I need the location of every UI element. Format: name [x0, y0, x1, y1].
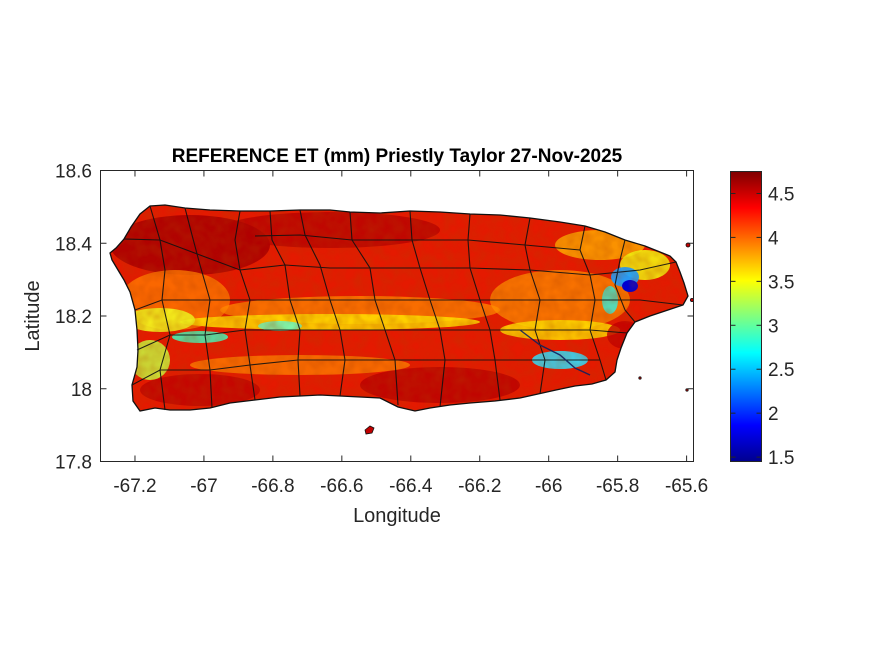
- colorbar-tick-label: 1.5: [768, 448, 794, 469]
- x-tick-label: -67: [190, 476, 217, 497]
- y-tick-label: 18.2: [55, 307, 92, 328]
- municipality-boundaries: [123, 205, 684, 411]
- boundary-line: [614, 239, 636, 323]
- river-line: [519, 329, 591, 376]
- x-tick-label: -66.6: [320, 476, 363, 497]
- x-tick-label: -65.8: [596, 476, 639, 497]
- colorbar-tick-label: 2.5: [768, 360, 794, 381]
- colorbar: 1.5 2 2.5 3 3.5 4 4.5: [730, 171, 794, 469]
- y-tick-label: 18: [71, 380, 92, 401]
- boundary-line: [254, 234, 581, 251]
- island-coastline: [109, 204, 689, 412]
- colorbar-tick-label: 4: [768, 228, 779, 249]
- small-islands: [364, 242, 695, 435]
- x-axis-label: Longitude: [353, 505, 441, 527]
- y-tick-label: 18.6: [55, 162, 92, 183]
- y-tick-label: 17.8: [55, 453, 92, 474]
- x-tick-label: -67.2: [113, 476, 156, 497]
- colorbar-tick-label: 2: [768, 404, 779, 425]
- x-tick-label: -66.8: [251, 476, 294, 497]
- colorbar-ticks: 1.5 2 2.5 3 3.5 4 4.5: [730, 184, 794, 469]
- islet: [638, 376, 642, 380]
- y-axis-label: Latitude: [22, 280, 44, 351]
- x-axis-ticks: -67.2 -67 -66.8 -66.6 -66.4 -66.2 -66 -65.8 -65.…: [113, 170, 708, 497]
- et-raster-map: [109, 204, 695, 435]
- x-tick-label: -66.4: [389, 476, 433, 497]
- map-title: REFERENCE ET (mm) Priestly Taylor 27-Nov…: [172, 146, 623, 167]
- boundary-line: [134, 299, 684, 311]
- x-tick-label: -66: [535, 476, 562, 497]
- colorbar-tick-label: 3.5: [768, 272, 794, 293]
- caja-de-muertos-island: [364, 425, 375, 435]
- boundary-line: [136, 329, 628, 351]
- boundary-line: [131, 359, 600, 386]
- y-tick-label: 18.4: [55, 234, 92, 255]
- x-tick-label: -65.6: [665, 476, 708, 497]
- et-texture: [110, 205, 688, 411]
- colorbar-gradient: [730, 171, 762, 462]
- y-axis-ticks: 17.8 18 18.2 18.4 18.6: [55, 162, 694, 474]
- islet: [685, 388, 689, 392]
- boundary-line: [123, 238, 677, 276]
- colorbar-tick-label: 3: [768, 316, 779, 337]
- colorbar-tick-label: 4.5: [768, 184, 794, 205]
- x-tick-label: -66.2: [458, 476, 501, 497]
